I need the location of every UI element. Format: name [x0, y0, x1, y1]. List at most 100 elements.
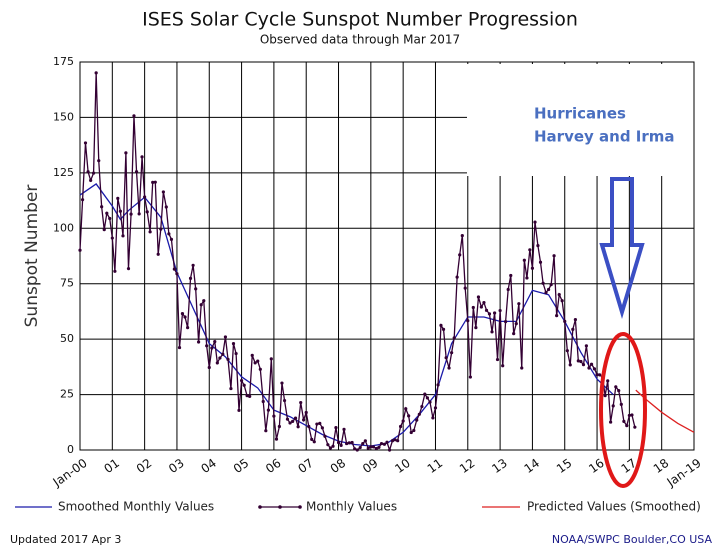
data-point	[194, 287, 198, 291]
data-point	[339, 443, 343, 447]
data-point	[595, 373, 599, 377]
data-point	[369, 445, 373, 449]
data-point	[476, 295, 481, 299]
data-point	[248, 394, 252, 398]
data-point	[495, 357, 500, 362]
y-tick-label: 175	[53, 55, 74, 68]
data-point	[347, 441, 351, 445]
data-point	[358, 445, 362, 450]
data-point	[514, 322, 518, 326]
data-point	[132, 114, 136, 118]
data-point	[425, 396, 429, 400]
data-point	[363, 439, 367, 443]
data-point	[512, 332, 516, 336]
data-point	[242, 383, 246, 387]
data-point	[169, 237, 174, 241]
data-point	[285, 417, 290, 421]
data-point	[522, 258, 526, 262]
data-point	[177, 345, 182, 350]
data-point	[86, 170, 90, 174]
data-point	[239, 379, 244, 383]
data-point	[143, 195, 147, 199]
data-point	[320, 426, 324, 430]
x-tick-label: 10	[392, 456, 413, 476]
data-point	[546, 287, 551, 292]
data-point	[371, 445, 376, 449]
data-point	[83, 141, 88, 145]
x-tick-label: 14	[522, 456, 543, 476]
data-point	[447, 366, 451, 370]
data-point	[296, 425, 300, 429]
data-point	[407, 414, 411, 418]
data-point	[609, 420, 613, 424]
data-point	[234, 351, 238, 356]
data-point	[188, 276, 193, 280]
data-point	[336, 440, 341, 445]
data-point	[237, 408, 241, 412]
data-point	[350, 440, 354, 445]
data-point	[231, 341, 236, 346]
chart-title: ISES Solar Cycle Sunspot Number Progress…	[142, 9, 578, 31]
data-point	[431, 416, 435, 420]
data-point	[105, 211, 109, 215]
data-point	[353, 447, 357, 451]
data-point	[541, 281, 545, 285]
data-point	[611, 404, 615, 408]
x-tick-label: 18	[651, 456, 672, 476]
data-point	[180, 312, 185, 316]
data-point	[455, 275, 459, 279]
data-point	[282, 398, 287, 403]
data-point	[525, 276, 529, 280]
data-point	[256, 359, 260, 363]
data-point	[151, 180, 155, 184]
legend-marker	[298, 505, 302, 509]
data-point	[97, 159, 101, 163]
data-point	[530, 266, 535, 270]
x-tick-label: 13	[489, 456, 510, 476]
data-point	[439, 323, 443, 327]
data-point	[293, 416, 298, 420]
y-tick-label: 50	[60, 332, 74, 345]
data-point	[557, 292, 561, 297]
series-line	[79, 183, 614, 447]
data-point	[471, 305, 475, 310]
y-tick-label: 125	[53, 166, 74, 179]
data-point	[269, 357, 273, 361]
data-point	[568, 363, 572, 367]
data-point	[517, 302, 521, 306]
data-point	[592, 367, 597, 371]
data-point	[334, 426, 338, 430]
data-point	[159, 227, 163, 231]
data-point	[299, 400, 303, 405]
data-point	[264, 429, 268, 433]
data-point	[501, 364, 505, 368]
data-point	[415, 418, 419, 422]
data-point	[164, 205, 168, 209]
data-point	[463, 286, 467, 290]
data-point	[80, 198, 85, 202]
y-axis-label: Sunspot Number	[22, 185, 42, 328]
data-point	[226, 357, 230, 361]
data-point	[113, 269, 117, 273]
data-point	[89, 178, 93, 182]
data-point	[229, 386, 233, 391]
data-point	[614, 385, 618, 389]
data-point	[78, 248, 82, 252]
data-point	[210, 346, 214, 350]
data-point	[423, 392, 427, 396]
data-point	[576, 359, 580, 363]
data-point	[466, 319, 470, 323]
annotation-panel	[467, 64, 707, 176]
data-point	[137, 212, 141, 216]
data-point	[288, 421, 292, 425]
x-tick-label: 11	[425, 456, 446, 476]
data-point	[118, 209, 122, 213]
x-tick-label: 12	[457, 456, 478, 476]
data-point	[310, 437, 314, 441]
data-point	[549, 283, 553, 287]
data-point	[102, 228, 106, 232]
data-point	[428, 400, 432, 404]
x-tick-label: 07	[295, 456, 316, 476]
data-point	[544, 290, 548, 295]
